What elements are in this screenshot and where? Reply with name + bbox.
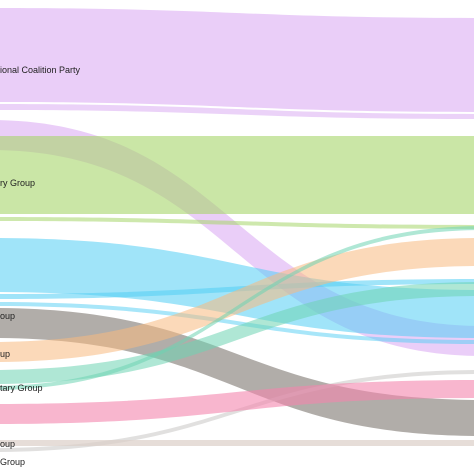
node-label-orange: up [0,349,10,359]
flow-blue-thin-1 [0,279,474,299]
flow-green-thin [0,217,474,229]
flow-blue-thin-2 [0,302,474,344]
flow-green-main [0,135,474,215]
node-label-beige: Group [0,457,25,467]
flow-orange-main [0,238,474,362]
flow-purple-main [0,8,474,112]
node-label-coalition: ional Coalition Party [0,65,81,75]
flows-layer [0,8,474,452]
node-label-gray: oup [0,311,15,321]
flow-beige-main [0,439,474,447]
flow-pink-main [0,380,474,424]
labels-layer: ional Coalition Party ry Group oup up tary G… [0,65,81,467]
flow-teal-thin [0,226,474,390]
node-label-pink: oup [0,439,15,449]
flow-teal-main [0,282,474,384]
flow-purple-cross [0,120,474,356]
node-label-green: ry Group [0,178,35,188]
node-label-teal: tary Group [0,383,43,393]
flow-purple-thin [0,104,474,119]
